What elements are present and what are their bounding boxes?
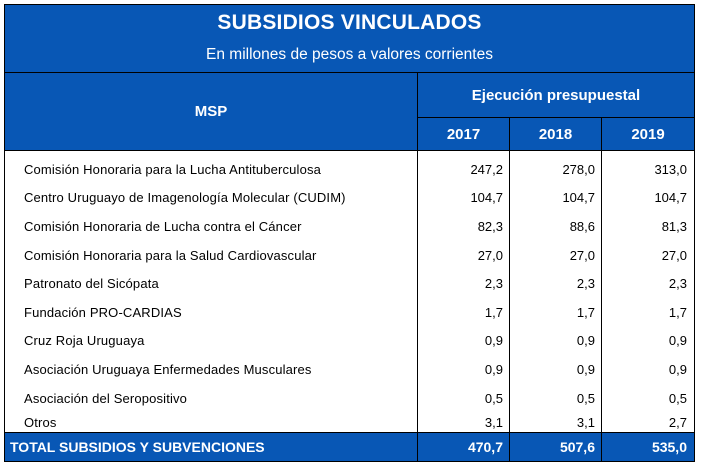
column-divider — [601, 150, 602, 432]
column-divider — [417, 433, 418, 461]
cell-2017: 247,2 — [470, 161, 503, 177]
group-header-ejecucion: Ejecución presupuestal — [418, 73, 694, 118]
cell-2019: 313,0 — [654, 161, 687, 177]
column-divider — [417, 150, 418, 432]
total-label: TOTAL SUBSIDIOS Y SUBVENCIONES — [10, 439, 265, 455]
total-2017: 470,7 — [467, 439, 503, 455]
cell-2019: 1,7 — [668, 304, 687, 320]
cell-2018: 1,7 — [576, 304, 595, 320]
cell-2017: 27,0 — [477, 247, 503, 263]
table-row: Asociación del Seropositivo 0,5 0,5 0,5 — [5, 384, 694, 413]
table-title: SUBSIDIOS VINCULADOS — [217, 11, 482, 34]
table-subtitle: En millones de pesos a valores corriente… — [206, 46, 493, 63]
cell-2018: 2,3 — [576, 276, 595, 292]
cell-2019: 27,0 — [661, 247, 687, 263]
cell-2019: 104,7 — [654, 190, 687, 206]
year-header-2019: 2019 — [631, 125, 665, 143]
cell-2017: 104,7 — [470, 190, 503, 206]
column-divider — [509, 150, 510, 432]
year-header-2017: 2017 — [418, 118, 510, 150]
row-label: Asociación del Seropositivo — [24, 390, 188, 406]
cell-2019: 2,3 — [668, 276, 687, 292]
row-label: Asociación Uruguaya Enfermedades Muscula… — [24, 361, 312, 377]
cell-2018: 0,9 — [576, 361, 595, 377]
total-2019: 535,0 — [651, 439, 687, 455]
cell-2019: 0,5 — [668, 390, 687, 406]
column-header-block: MSP Ejecución presupuestal 2017 2018 201… — [5, 73, 694, 150]
subsidies-table: SUBSIDIOS VINCULADOS En millones de peso… — [4, 4, 695, 462]
row-label: Patronato del Sicópata — [24, 276, 159, 292]
table-row: Cruz Roja Uruguaya 0,9 0,9 0,9 — [5, 327, 694, 356]
cell-2019: 2,7 — [668, 415, 687, 431]
cell-2017: 1,7 — [484, 304, 503, 320]
table-body: Comisión Honoraria para la Lucha Antitub… — [5, 150, 694, 432]
table-row: Otros 3,1 3,1 2,7 — [5, 412, 694, 433]
cell-2017: 0,9 — [484, 333, 503, 349]
row-label: Comisión Honoraria para la Lucha Antitub… — [24, 161, 321, 177]
year-header-2018: 2018 — [510, 118, 602, 150]
table-row: Fundación PRO-CARDIAS 1,7 1,7 1,7 — [5, 298, 694, 327]
table-title-block: SUBSIDIOS VINCULADOS En millones de peso… — [5, 5, 694, 73]
row-label: Centro Uruguayo de Imagenología Molecula… — [24, 190, 346, 206]
cell-2017: 3,1 — [484, 415, 503, 431]
cell-2017: 2,3 — [484, 276, 503, 292]
cell-2017: 82,3 — [477, 218, 503, 234]
table-row: Centro Uruguayo de Imagenología Molecula… — [5, 184, 694, 213]
cell-2019: 0,9 — [668, 361, 687, 377]
cell-2018: 88,6 — [569, 218, 595, 234]
row-label: Comisión Honoraria de Lucha contra el Cá… — [24, 218, 302, 234]
table-row: Comisión Honoraria para la Lucha Antitub… — [5, 155, 694, 184]
total-row: TOTAL SUBSIDIOS Y SUBVENCIONES 470,7 507… — [5, 432, 694, 461]
table-row: Asociación Uruguaya Enfermedades Muscula… — [5, 355, 694, 384]
cell-2019: 81,3 — [661, 218, 687, 234]
cell-2017: 0,5 — [484, 390, 503, 406]
cell-2018: 3,1 — [576, 415, 595, 431]
column-divider — [601, 433, 602, 461]
row-label: Otros — [24, 415, 57, 431]
cell-2018: 278,0 — [562, 161, 595, 177]
column-divider — [509, 433, 510, 461]
cell-2019: 0,9 — [668, 333, 687, 349]
table-row: Patronato del Sicópata 2,3 2,3 2,3 — [5, 269, 694, 298]
cell-2018: 0,9 — [576, 333, 595, 349]
row-header-msp: MSP — [5, 73, 418, 150]
table-row: Comisión Honoraria de Lucha contra el Cá… — [5, 212, 694, 241]
table-row: Comisión Honoraria para la Salud Cardiov… — [5, 241, 694, 270]
row-label: Cruz Roja Uruguaya — [24, 333, 145, 349]
total-2018: 507,6 — [559, 439, 595, 455]
cell-2017: 0,9 — [484, 361, 503, 377]
cell-2018: 0,5 — [576, 390, 595, 406]
row-label: Fundación PRO-CARDIAS — [24, 304, 182, 320]
cell-2018: 27,0 — [569, 247, 595, 263]
cell-2018: 104,7 — [562, 190, 595, 206]
row-label: Comisión Honoraria para la Salud Cardiov… — [24, 247, 317, 263]
